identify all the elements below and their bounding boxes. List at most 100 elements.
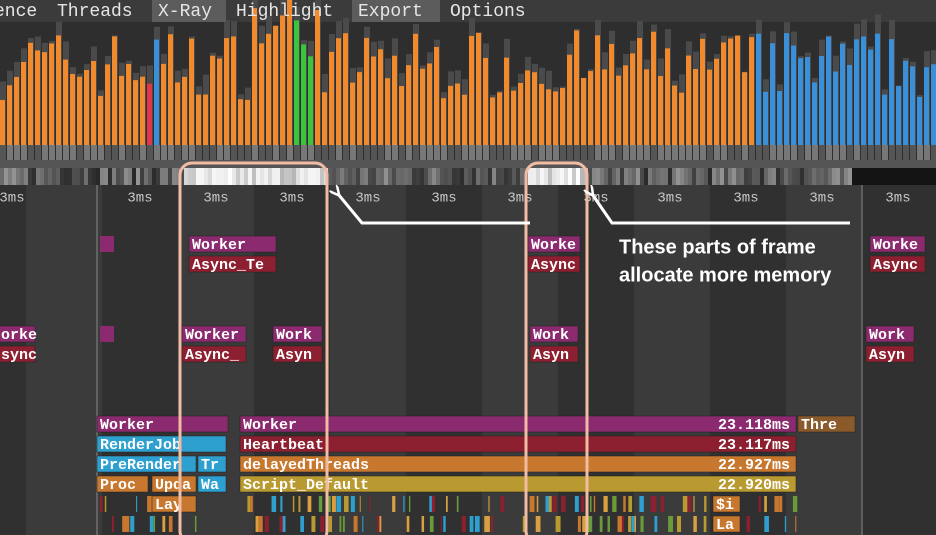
zone-time: 23.117ms xyxy=(718,437,790,454)
frame-foot xyxy=(322,145,328,160)
frame-foot xyxy=(525,145,531,160)
zone[interactable] xyxy=(797,415,856,433)
zone[interactable] xyxy=(529,345,579,363)
zone[interactable] xyxy=(151,475,197,493)
menu-item[interactable]: ence xyxy=(0,2,37,22)
frame-bar xyxy=(896,86,901,145)
frame-foot xyxy=(861,145,867,160)
frame-foot xyxy=(175,145,181,160)
blip xyxy=(779,496,783,512)
memory-cell xyxy=(892,168,896,185)
frame-foot xyxy=(7,145,13,160)
memory-cell xyxy=(124,168,128,185)
memory-cell xyxy=(480,168,484,185)
zone[interactable] xyxy=(151,495,197,513)
frame-foot xyxy=(910,145,916,160)
zone[interactable] xyxy=(96,475,149,493)
memory-cell xyxy=(280,168,284,185)
blip xyxy=(344,496,349,512)
zone[interactable] xyxy=(529,325,579,343)
memory-cell xyxy=(432,168,436,185)
memory-cell xyxy=(932,168,936,185)
zone[interactable] xyxy=(869,235,926,253)
memory-cell xyxy=(924,168,928,185)
frame-foot xyxy=(882,145,888,160)
frame-foot xyxy=(434,145,440,160)
zone[interactable] xyxy=(712,515,741,533)
frame-foot xyxy=(826,145,832,160)
frame-bar xyxy=(14,76,19,145)
frame-foot xyxy=(91,145,97,160)
zone[interactable] xyxy=(96,415,229,433)
menu-item[interactable]: Options xyxy=(450,2,526,22)
frame-foot xyxy=(875,145,881,160)
zone-label: Lay xyxy=(155,497,182,514)
memory-cell xyxy=(832,168,836,185)
zone[interactable] xyxy=(272,345,323,363)
zone[interactable] xyxy=(197,475,227,493)
memory-cell xyxy=(152,168,156,185)
memory-cell xyxy=(348,168,352,185)
blip xyxy=(336,496,342,512)
zone[interactable] xyxy=(527,255,581,273)
zone[interactable] xyxy=(239,475,797,493)
frame-bar xyxy=(7,85,12,145)
blip xyxy=(535,516,541,532)
frame-foot xyxy=(203,145,209,160)
frame-bar xyxy=(847,64,852,145)
frame-foot xyxy=(350,145,356,160)
frame-bar xyxy=(539,83,544,145)
memory-strip xyxy=(0,168,936,185)
memory-cell xyxy=(488,168,492,185)
menu-item[interactable]: Threads xyxy=(57,2,133,22)
frame-foot xyxy=(217,145,223,160)
frame-foot xyxy=(539,145,545,160)
memory-cell xyxy=(532,168,536,185)
memory-cell xyxy=(416,168,420,185)
zone[interactable] xyxy=(0,325,36,343)
frame-foot xyxy=(644,145,650,160)
memory-cell xyxy=(236,168,240,185)
frame-foot xyxy=(847,145,853,160)
zone[interactable] xyxy=(272,325,323,343)
menu-item[interactable]: Export xyxy=(358,2,423,22)
menu-item[interactable]: Highlight xyxy=(236,2,333,22)
menu-item[interactable]: X-Ray xyxy=(158,2,212,22)
frame-foot xyxy=(84,145,90,160)
frame-foot xyxy=(560,145,566,160)
blip xyxy=(326,496,331,512)
zone[interactable] xyxy=(181,345,247,363)
zone[interactable] xyxy=(869,255,926,273)
zone[interactable] xyxy=(865,345,915,363)
blip xyxy=(682,496,688,512)
zone-label: Worke xyxy=(873,237,918,254)
blip xyxy=(536,496,539,512)
zone[interactable] xyxy=(188,255,277,273)
zone[interactable] xyxy=(188,235,277,253)
zone[interactable] xyxy=(0,345,36,363)
memory-cell xyxy=(336,168,340,185)
zone[interactable] xyxy=(181,325,247,343)
frame-foot xyxy=(469,145,475,160)
zone[interactable] xyxy=(239,455,797,473)
zone[interactable] xyxy=(712,495,741,513)
zone[interactable] xyxy=(527,235,581,253)
zone-label: Thre xyxy=(801,417,837,434)
zone[interactable] xyxy=(239,435,797,453)
zone[interactable] xyxy=(197,455,227,473)
memory-cell xyxy=(848,168,852,185)
memory-cell xyxy=(196,168,200,185)
memory-cell xyxy=(256,168,260,185)
blip xyxy=(162,516,166,532)
zone[interactable] xyxy=(96,435,227,453)
zone[interactable] xyxy=(865,325,915,343)
memory-cell xyxy=(780,168,784,185)
frame-foot xyxy=(574,145,580,160)
zone[interactable] xyxy=(239,415,797,433)
frame-bar xyxy=(399,86,404,145)
zone[interactable] xyxy=(96,455,197,473)
frame-foot xyxy=(889,145,895,160)
memory-cell xyxy=(520,168,524,185)
blip xyxy=(339,516,342,532)
memory-cell xyxy=(920,168,924,185)
